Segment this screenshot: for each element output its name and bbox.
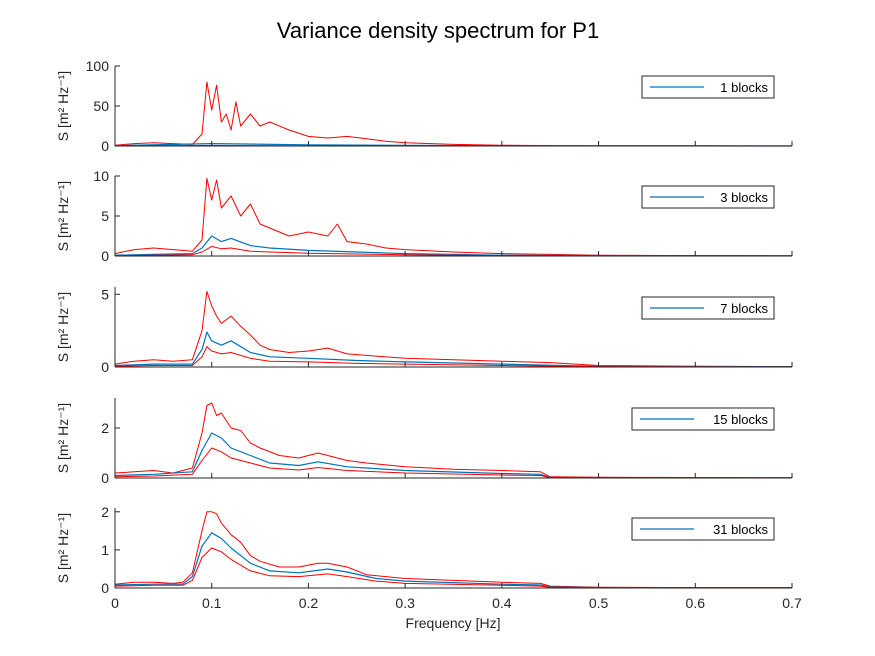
y-tick-label: 5	[101, 208, 109, 224]
x-tick-label: 0.1	[202, 595, 222, 611]
y-tick-label: 1	[101, 542, 109, 558]
y-axis-label: S [m² Hz⁻¹]	[55, 181, 71, 251]
series-lower-ci-line	[114, 547, 792, 589]
y-axis-label: S [m² Hz⁻¹]	[55, 403, 71, 473]
legend-label: 15 blocks	[713, 412, 768, 427]
series-mean-line	[114, 532, 792, 589]
y-tick-label: 100	[86, 58, 110, 74]
subplot-4: 0 2 S [m² Hz⁻¹] 15 blocks	[55, 398, 793, 486]
series-mean-line	[114, 432, 792, 479]
x-tick-label: 0.3	[395, 595, 415, 611]
legend: 1 blocks	[641, 75, 775, 99]
x-axis-label: Frequency [Hz]	[406, 615, 501, 631]
legend-box	[641, 296, 775, 320]
series-upper-ci-line	[114, 402, 793, 479]
legend-box	[631, 407, 775, 431]
series-lower-ci-line	[114, 346, 793, 368]
x-tick-label: 0.7	[782, 595, 802, 611]
y-tick-label: 0	[101, 248, 109, 264]
legend-box	[641, 75, 775, 99]
y-tick-label: 0	[101, 470, 109, 486]
x-tick-label: 0.4	[492, 595, 512, 611]
series-upper-ci-line	[114, 81, 793, 147]
y-tick-label: 2	[101, 420, 109, 436]
y-axis-label: S [m² Hz⁻¹]	[55, 71, 71, 141]
y-tick-label: 0	[101, 359, 109, 375]
x-tick-label: 0.6	[686, 595, 706, 611]
y-axis-label: S [m² Hz⁻¹]	[55, 292, 71, 362]
x-tick-label: 0.5	[589, 595, 609, 611]
y-tick-label: 10	[93, 168, 109, 184]
y-tick-label: 2	[101, 504, 109, 520]
series-lower-ci-line	[114, 245, 793, 257]
subplot-3: 0 5 S [m² Hz⁻¹] 7 blocks	[55, 286, 793, 375]
subplot-2: 0 5 10 S [m² Hz⁻¹] 3 blocks	[55, 168, 793, 264]
figure-title: Variance density spectrum for P1	[277, 18, 599, 43]
legend: 15 blocks	[631, 407, 775, 431]
series-upper-ci-line	[114, 511, 792, 589]
series-upper-ci-line	[114, 290, 793, 368]
series-mean-line	[114, 331, 793, 368]
legend-label: 3 blocks	[720, 190, 768, 205]
legend-box	[641, 185, 775, 209]
series-upper-ci-line	[114, 177, 793, 257]
legend-label: 31 blocks	[713, 522, 768, 537]
y-tick-label: 5	[101, 286, 109, 302]
subplot-1: 0 50 100 S [m² Hz⁻¹] 1 blocks	[55, 58, 793, 154]
legend: 7 blocks	[641, 296, 775, 320]
subplot-5: 0 1 2 0 0.1 0.2 0.3 0.4 0.5 0.6 0.7 S [m² Hz⁻¹] 31 b…	[55, 504, 802, 611]
legend: 31 blocks	[631, 517, 775, 541]
series-mean-line	[114, 235, 793, 257]
x-tick-label: 0.2	[299, 595, 319, 611]
legend-label: 1 blocks	[720, 80, 768, 95]
y-axis-label: S [m² Hz⁻¹]	[55, 513, 71, 583]
y-tick-label: 0	[101, 580, 109, 596]
legend: 3 blocks	[641, 185, 775, 209]
y-tick-label: 50	[93, 98, 109, 114]
y-tick-label: 0	[101, 138, 109, 154]
legend-label: 7 blocks	[720, 301, 768, 316]
x-tick-label: 0	[111, 595, 119, 611]
series-lower-ci-line	[114, 447, 792, 479]
legend-box	[631, 517, 775, 541]
